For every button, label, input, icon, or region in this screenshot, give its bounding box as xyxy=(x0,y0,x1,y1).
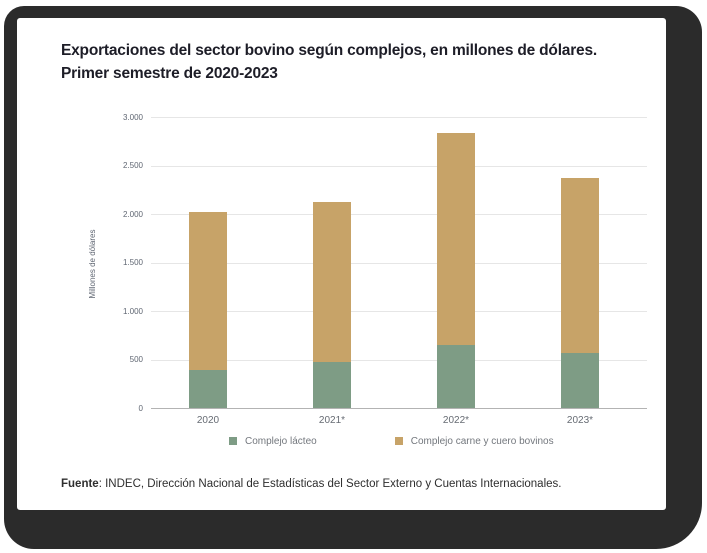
plot-area: 0 500 1.000 1.500 2.000 2.500 3.000 2020 2021* 20… xyxy=(123,113,647,426)
chart-title-line2: Primer semestre de 2020-2023 xyxy=(61,65,278,82)
y-tick-label: 3.000 xyxy=(122,112,143,122)
gridline xyxy=(151,214,647,215)
gridline xyxy=(151,311,647,312)
y-tick-label: 0 xyxy=(138,403,143,413)
bar-segment-series1-2020 xyxy=(189,211,227,371)
bar-segment-series0-2022* xyxy=(437,344,475,408)
legend-swatch-icon xyxy=(394,437,403,445)
gridline xyxy=(151,359,647,361)
source-note: Fuente: INDEC, Dirección Nacional de Est… xyxy=(61,478,641,490)
gridline xyxy=(151,165,647,167)
y-tick-label: 2.000 xyxy=(122,209,143,219)
legend-item-series1: Complejo carne y cuero bovinos xyxy=(394,435,554,447)
y-tick-label: 2.500 xyxy=(122,161,143,170)
gridline xyxy=(151,262,647,264)
legend-label: Complejo carne y cuero bovinos xyxy=(410,435,554,447)
gridline xyxy=(151,117,647,118)
source-text: : INDEC, Dirección Nacional de Estadísti… xyxy=(98,478,562,490)
y-tick-label: 500 xyxy=(129,355,143,364)
bar-segment-series1-2021* xyxy=(313,202,351,362)
legend-label: Complejo lácteo xyxy=(245,435,317,447)
source-label: Fuente xyxy=(61,478,99,490)
y-tick-label: 1.500 xyxy=(122,258,143,267)
chart-title: Exportaciones del sector bovino según co… xyxy=(61,39,636,85)
x-tick-label-2022*: 2022* xyxy=(442,415,470,426)
legend-swatch-icon xyxy=(229,437,237,445)
chart-title-line1: Exportaciones del sector bovino según co… xyxy=(61,42,597,59)
bar-segment-series0-2020 xyxy=(189,370,227,408)
bar-segment-series0-2021* xyxy=(313,361,351,408)
bar-segment-series1-2023* xyxy=(561,177,599,353)
x-axis-line xyxy=(151,408,647,409)
x-tick-label-2020: 2020 xyxy=(196,415,220,426)
x-tick-label-2023*: 2023* xyxy=(566,415,594,426)
legend: Complejo lácteo Complejo carne y cuero bo… xyxy=(151,434,647,448)
x-tick-label-2021*: 2021* xyxy=(318,415,346,426)
chart-card: Exportaciones del sector bovino según co… xyxy=(17,18,666,510)
y-tick-label: 1.000 xyxy=(122,306,143,316)
bar-segment-series0-2023* xyxy=(561,352,599,408)
bar-segment-series1-2022* xyxy=(437,132,475,345)
legend-item-series0: Complejo lácteo xyxy=(229,436,317,447)
